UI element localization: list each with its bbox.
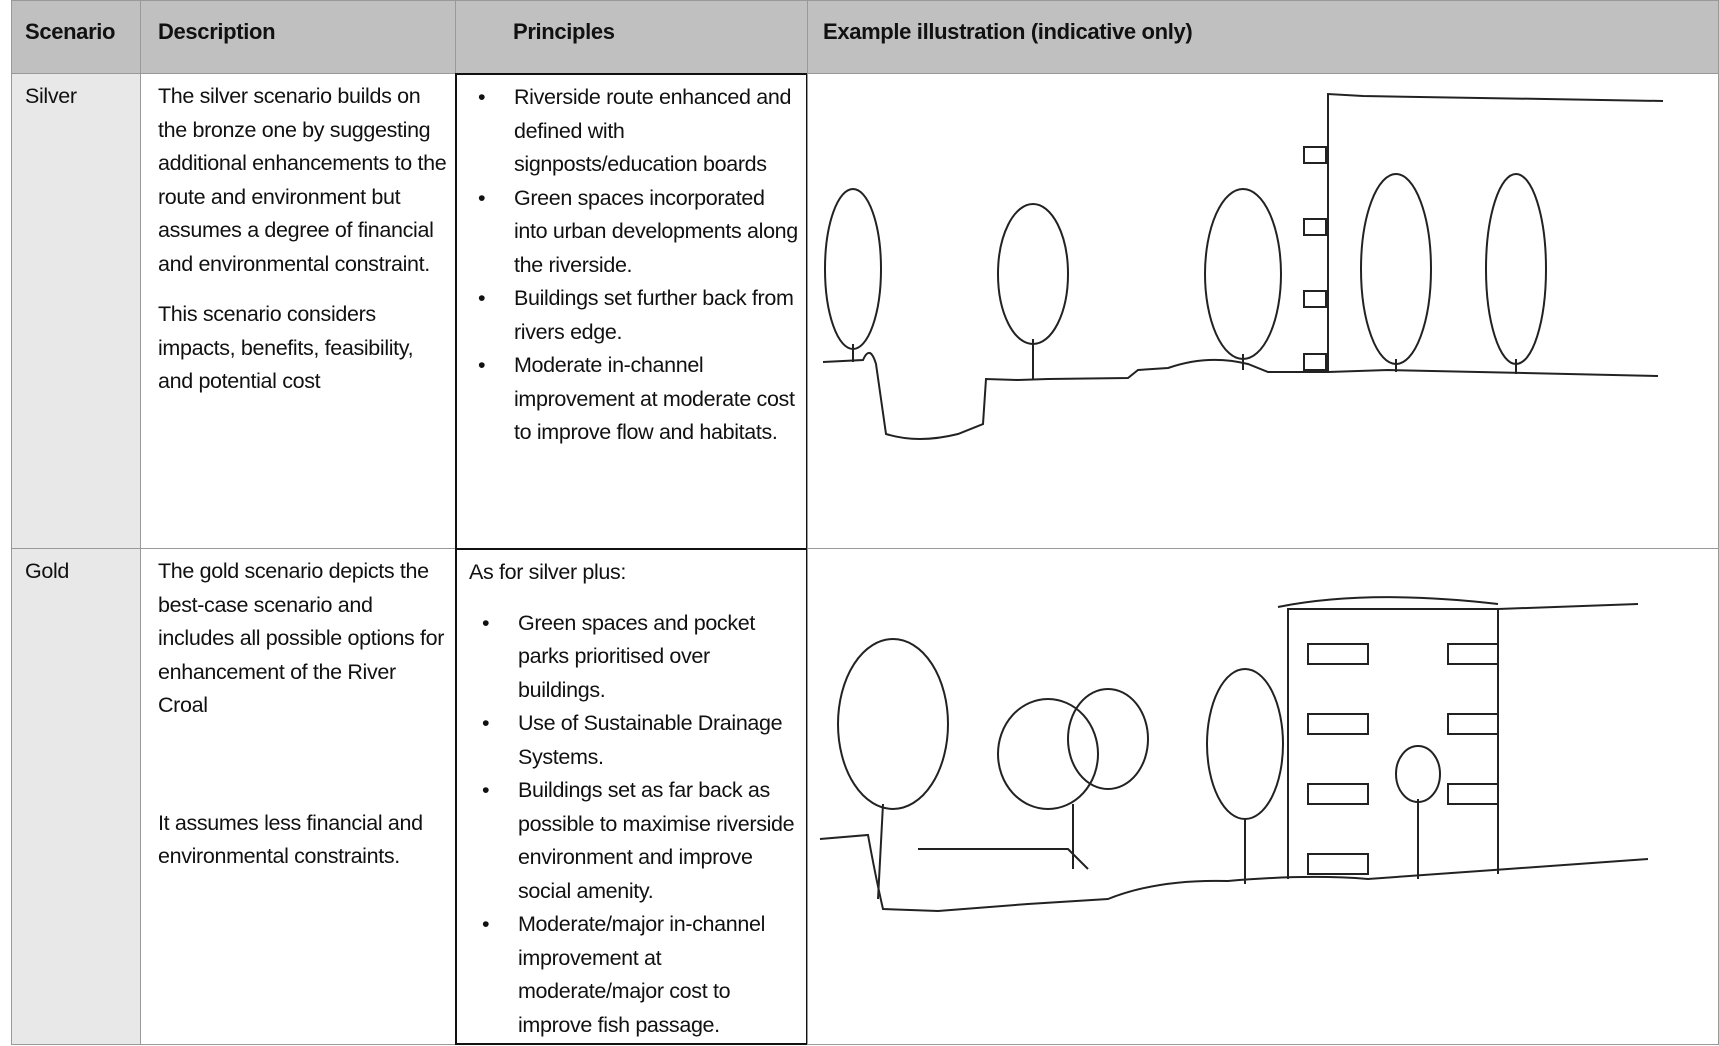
bullet: Use of Sustainable Drainage Systems.	[482, 707, 800, 774]
paragraph: This scenario considers impacts, benefit…	[158, 302, 414, 393]
illustration-cell	[807, 548, 1719, 1045]
paragraph: It assumes less financial and environmen…	[158, 810, 423, 869]
header-cell: Scenario	[11, 0, 141, 74]
scenario-cell: Gold	[11, 548, 141, 1045]
paragraph: The gold scenario depicts the best-case …	[158, 559, 445, 717]
bullet: Buildings set further back from rivers e…	[478, 282, 798, 349]
bullet: Green spaces incorporated into urban dev…	[478, 182, 798, 283]
illustration-cell	[807, 73, 1719, 549]
header-cell: Example illustration (indicative only)	[807, 0, 1719, 74]
intro: As for silver plus:	[469, 560, 627, 584]
principles-cell: As for silver plus: Green spaces and poc…	[455, 548, 808, 1045]
principles-cell: Riverside route enhanced and defined wit…	[455, 73, 808, 550]
description-cell: The silver scenario builds on the bronze…	[140, 73, 456, 549]
scenario-cell: Silver	[11, 73, 141, 549]
bullet: Moderate/major in-channel improvement at…	[482, 908, 800, 1042]
sketch	[822, 92, 1664, 440]
bullet: Moderate in-channel improvement at moder…	[478, 349, 798, 450]
header-cell: Description	[140, 0, 456, 74]
bullet: Buildings set as far back as possible to…	[482, 774, 800, 908]
bullet: Riverside route enhanced and defined wit…	[478, 81, 798, 182]
paragraph: The silver scenario builds on the bronze…	[158, 84, 447, 276]
bullet: Green spaces and pocket parks prioritise…	[482, 607, 800, 708]
description-cell: The gold scenario depicts the best-case …	[140, 548, 456, 1045]
header-cell: Principles	[455, 0, 808, 74]
sketch	[819, 596, 1649, 913]
